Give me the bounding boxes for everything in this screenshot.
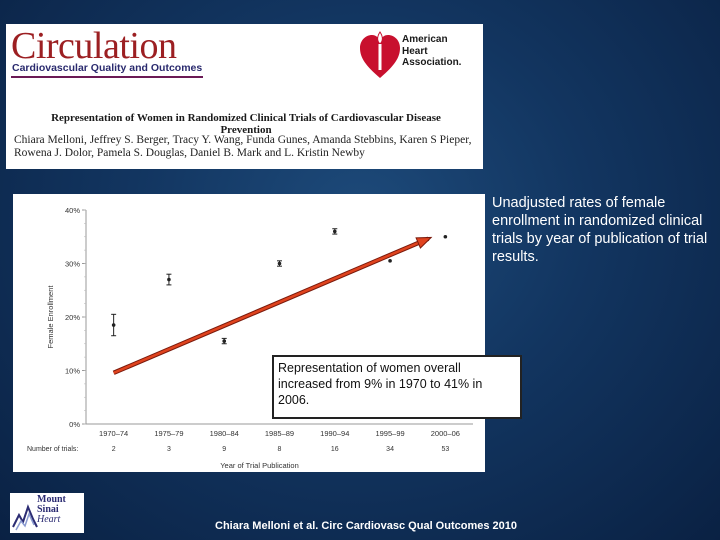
logo-line-1: Mount: [37, 494, 66, 505]
data-point: [111, 323, 116, 327]
data-point: [277, 261, 282, 266]
figure-caption: Unadjusted rates of female enrollment in…: [492, 195, 708, 265]
x-tick-label: 1990–94: [320, 429, 349, 438]
trial-count: 34: [386, 446, 394, 453]
trial-count: 9: [222, 446, 226, 453]
mount-sinai-wordmark: Mount Sinai Heart: [37, 495, 66, 525]
trend-callout: Representation of women overall increase…: [272, 355, 522, 419]
trial-count: 3: [167, 446, 171, 453]
x-tick-label: 1975–79: [154, 429, 183, 438]
data-point: [388, 259, 392, 263]
enrollment-chart: 0% 10% 20% 30% 40% Female Enrollment 1970–74 2 1…: [27, 206, 473, 470]
trial-count: 16: [331, 446, 339, 453]
x-tick-label: 1970–74: [99, 429, 128, 438]
citation: Chiara Melloni et al. Circ Cardiovasc Qu…: [215, 520, 518, 532]
data-point: [167, 277, 171, 282]
journal-title: Circulation: [11, 25, 177, 67]
mount-sinai-logo: Mount Sinai Heart: [10, 493, 84, 533]
trials-row-label: Number of trials:: [27, 446, 78, 453]
paper-title: Representation of Women in Randomized Cl…: [51, 112, 441, 136]
aha-line-2: Heart: [402, 45, 428, 57]
paper-authors: Chiara Melloni, Jeffrey S. Berger, Tracy…: [14, 134, 472, 159]
x-tick-label: 2000–06: [431, 429, 460, 438]
journal-title-rule: [11, 76, 203, 78]
y-tick-label: 10%: [65, 367, 80, 376]
data-point: [443, 234, 448, 239]
trial-count: 2: [112, 446, 116, 453]
torch-flame: [377, 31, 383, 45]
heart-torch-icon: [360, 31, 400, 78]
x-axis-label: Year of Trial Publication: [220, 461, 299, 470]
x-tick-label: 1985–89: [265, 429, 294, 438]
logo-line-2: Sinai: [37, 504, 59, 515]
y-tick-label: 0%: [69, 420, 80, 429]
journal-header: Circulation Cardiovascular Quality and O…: [6, 24, 483, 169]
aha-wordmark: American Heart Association.: [402, 34, 482, 69]
y-axis-label: Female Enrollment: [46, 285, 55, 349]
x-tick-label: 1980–84: [210, 429, 239, 438]
data-point: [332, 229, 337, 234]
data-point: [222, 339, 227, 343]
mount-sinai-mark-icon: [12, 504, 38, 531]
y-tick-label: 30%: [65, 260, 80, 269]
logo-line-3: Heart: [37, 514, 61, 525]
journal-subtitle: Cardiovascular Quality and Outcomes: [12, 62, 203, 74]
aha-line-1: American: [402, 34, 448, 45]
torch-handle: [378, 44, 382, 70]
chart-panel: 0% 10% 20% 30% 40% Female Enrollment 1970–74 2 1…: [13, 194, 485, 472]
x-tick-label: 1995–99: [375, 429, 404, 438]
trial-count: 53: [441, 446, 449, 453]
y-tick-label: 20%: [65, 313, 80, 322]
y-tick-label: 40%: [65, 206, 80, 215]
aha-line-3: Association.: [402, 57, 462, 68]
trial-count: 8: [278, 446, 282, 453]
